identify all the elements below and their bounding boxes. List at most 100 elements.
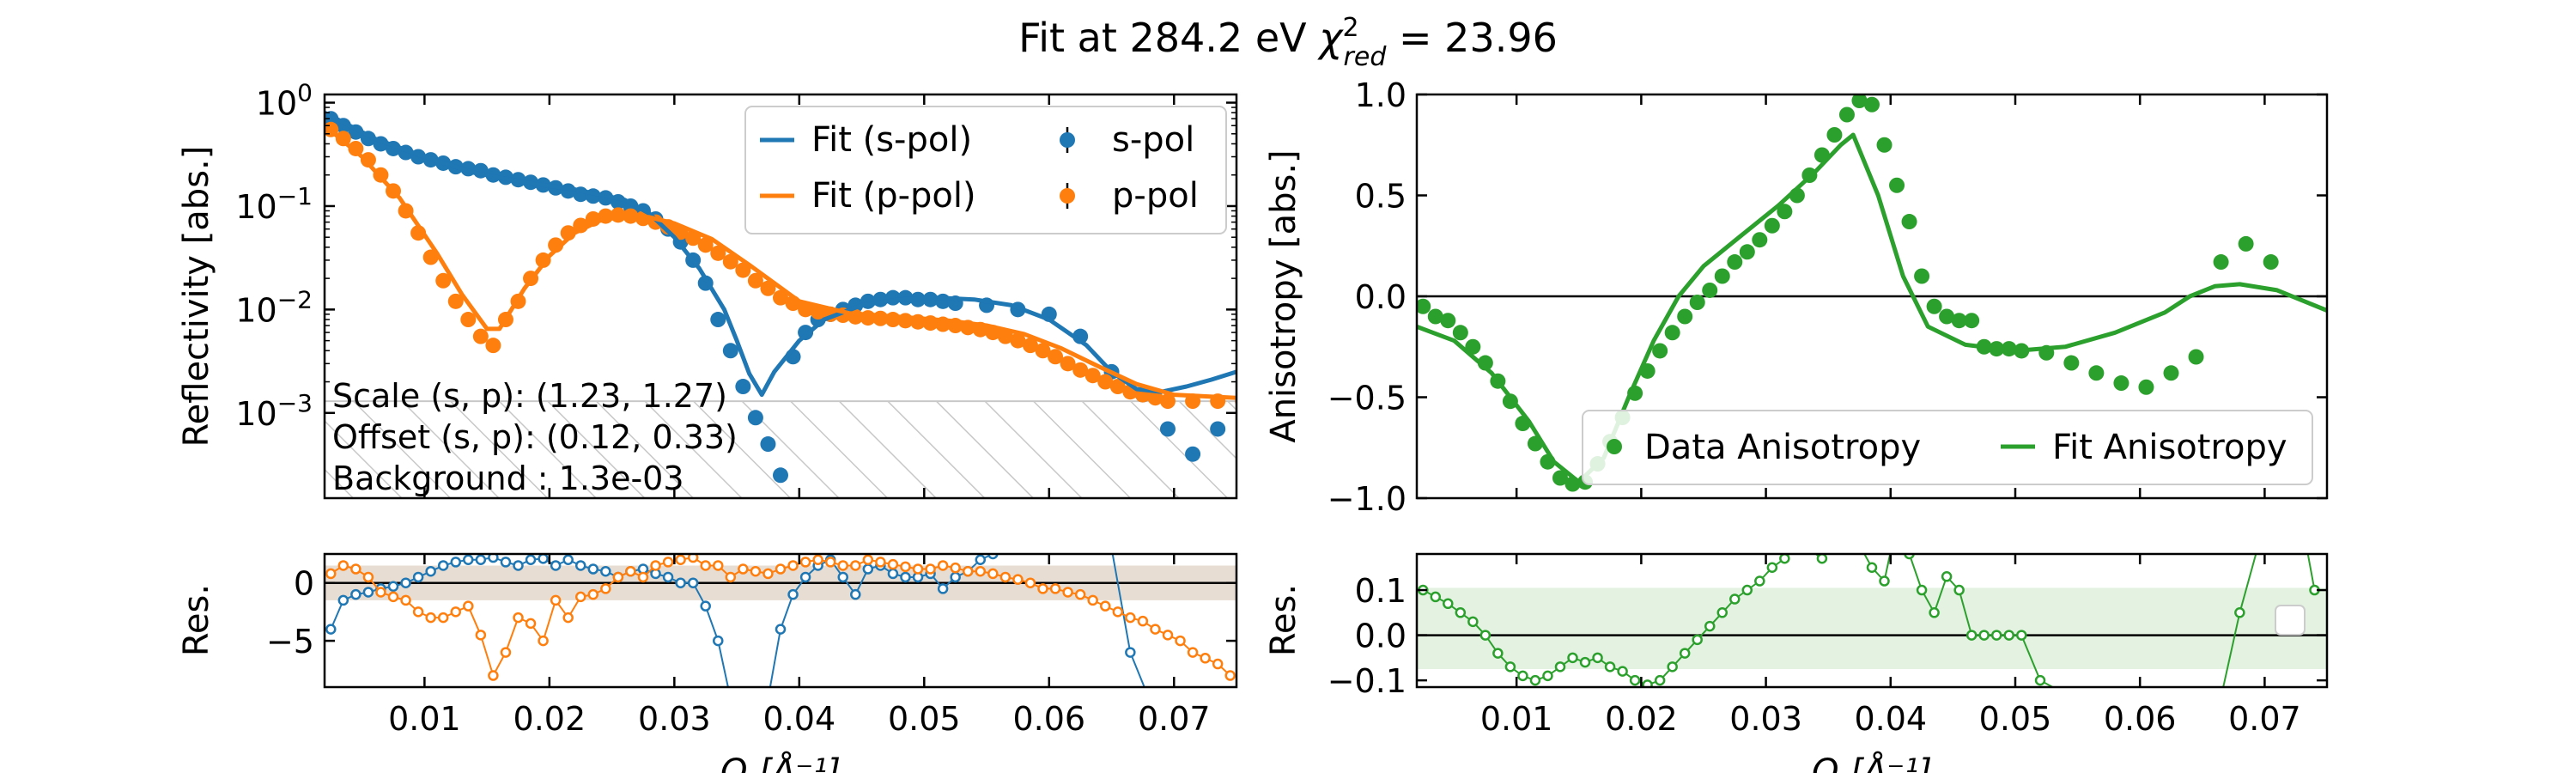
x-tick-label: 0.03 [1729,700,1802,738]
residual-s-pol-point [450,557,462,568]
residual-anisotropy-point [1567,652,1578,664]
residual-p-pol-point [337,560,349,571]
residual-p-pol-point [525,618,537,630]
anisotropy-point [1864,96,1880,113]
anisotropy-point [1926,298,1942,314]
residual-p-pol-point [850,560,861,571]
y-tick-label: 10−2 [235,285,313,329]
s-pol-point [1210,421,1226,437]
residual-anisotropy-point [1779,554,1790,564]
p-pol-point [435,272,452,289]
residual-anisotropy-point [1554,661,1566,673]
residual-anisotropy-point [1529,674,1541,686]
residual-s-pol-point [937,583,949,594]
residual-p-pol-point [675,554,686,565]
residual-p-pol-point [513,612,524,624]
p-pol-point [1010,332,1026,349]
residual-anisotropy-point [1716,607,1728,618]
s-pol-point [747,410,763,426]
anisotropy-point [1417,298,1431,314]
residual-p-pol-point [1175,635,1186,647]
residual-p-pol-point [1062,587,1073,598]
residual-p-pol-point [574,591,586,603]
anisotropy-point [1552,470,1568,486]
residual-anisotropy-point [2210,721,2219,730]
residual-anisotropy-point [2034,674,2046,686]
residual-anisotropy-point [1953,584,1965,596]
residual-anisotropy-point [1741,584,1753,596]
anisotropy-legend: Data Anisotropy Fit Anisotropy [1582,410,2313,485]
residual-anisotropy-point [1517,670,1528,682]
anisotropy-point [2063,355,2080,371]
residual-anisotropy-point [1443,598,1454,610]
residual-p-pol-point [1049,583,1061,594]
residual-s-pol-point [799,571,811,583]
residual-p-pol-point [400,594,411,606]
residual-s-pol-point [337,594,349,606]
p-pol-point [1035,343,1051,359]
empty-legend-box [2275,605,2306,636]
residual-anisotropy-point [1467,616,1479,628]
x-tick-label: 0.01 [388,700,461,738]
anisotropy-point [2163,365,2179,381]
residual-p-pol-point [662,557,674,568]
residual-s-pol-point [587,563,599,575]
y-tick-label: 0.1 [1355,572,1406,610]
residual-p-pol-point [837,560,848,571]
residual-anisotropy-point [1542,670,1553,682]
residual-p-pol-point [912,563,924,575]
residual-s-pol-point [862,563,874,575]
residual-anisotropy-point [1479,630,1492,641]
anisotropy-point [1951,313,1967,329]
residual-p-pol-point [325,568,337,580]
residual-s-pol-point [1182,740,1191,749]
residual-s-pol-point [425,565,436,577]
residual-anisotropy-point [1965,630,1978,641]
residual-p-pol-point [700,560,711,571]
anisotropy-point [1714,268,1730,284]
residual-p-pol-point [488,670,499,681]
legend-data-s-marker [1060,132,1075,148]
anisotropy-point [1752,232,1768,248]
residual-anisotropy-point [1692,634,1703,646]
residual-s-pol-point [1125,647,1136,658]
residual-p-pol-point [463,600,474,612]
residual-p-pol-point [987,568,999,580]
residual-s-pol-point [887,568,899,580]
residual-anisotropy-point [1455,607,1467,618]
residual-anisotropy-point [1754,575,1765,587]
residual-p-pol-point [900,561,911,573]
residual-p-pol-point [1162,630,1174,641]
residual-p-pol-point [500,647,512,658]
residual-s-pol-point [1108,544,1116,552]
residual-s-pol-point [538,554,549,564]
residual-s-pol-point [837,571,848,583]
anisotropy-point [1876,137,1893,153]
y-tick-label: 0.0 [1355,278,1406,316]
residual-p-pol-point [1187,647,1199,658]
residual-anisotropy-xlabel: Q [Å⁻¹] [1812,751,1932,773]
residual-anisotropy-point [1941,571,1953,582]
residual-s-pol-point [950,571,961,583]
s-pol-point [735,379,751,395]
p-pol-point [710,245,726,261]
residual-p-pol-point [1224,670,1236,681]
residual-anisotropy-point [1879,575,1890,587]
residual-anisotropy-point [2136,744,2144,752]
anisotropy-point [1440,313,1456,329]
residual-anisotropy-panel: 0.01 0.02 0.03 0.04 0.05 0.06 0.07 0.10.0−0.1 … [1264,552,2329,773]
residual-p-pol-point [375,587,386,598]
residual-anisotropy-point [2061,690,2069,698]
x-tick-label: 0.06 [2104,700,2177,738]
residual-anisotropy-point [2003,630,2014,641]
residual-p-pol-point [875,557,886,568]
p-pol-point [447,293,464,309]
legend-data-s: s-pol [1112,120,1194,160]
residual-anisotropy-point [1667,661,1678,673]
residual-anisotropy-point [1592,652,1603,664]
residual-s-pol-point [687,577,699,588]
residual-p-pol-point [612,571,624,583]
residual-p-pol-point [412,606,424,618]
residual-p-pol-point [475,630,487,641]
reflectivity-legend: Fit (s-pol) Fit (p-pol) s-pol p-pol [744,106,1227,234]
